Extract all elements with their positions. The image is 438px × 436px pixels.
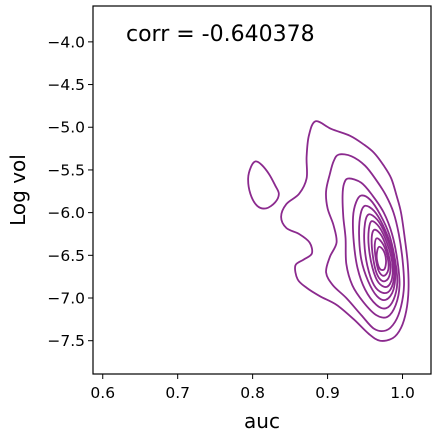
contour-line-level-10 bbox=[375, 245, 387, 271]
y-tick-label: −7.0 bbox=[47, 290, 85, 308]
y-axis-ticks: −4.0 −4.5 −5.0 −5.5 −6.0 −6.5 −7.0 −7.5 bbox=[47, 33, 93, 350]
contour-line-level-2 bbox=[325, 153, 405, 332]
x-axis-ticks: 0.6 0.7 0.8 0.9 1.0 bbox=[90, 374, 415, 402]
y-tick-label: −5.0 bbox=[47, 119, 85, 137]
y-tick-label: −4.0 bbox=[47, 33, 85, 51]
contour-lines bbox=[247, 120, 410, 342]
contour-line-level-7 bbox=[367, 220, 394, 288]
contour-line-level-9 bbox=[373, 237, 390, 277]
contour-line-level-4 bbox=[352, 194, 399, 310]
y-tick-label: −4.5 bbox=[47, 76, 85, 94]
x-tick-label: 0.8 bbox=[240, 384, 265, 402]
contour-line-level-1 bbox=[247, 160, 280, 210]
y-tick-label: −7.5 bbox=[47, 332, 85, 350]
y-tick-label: −5.5 bbox=[47, 161, 85, 179]
correlation-annotation: corr = -0.640378 bbox=[126, 22, 315, 47]
x-axis-label: auc bbox=[244, 409, 280, 433]
y-tick-label: −6.0 bbox=[47, 204, 85, 222]
contour-line-level-3 bbox=[341, 177, 401, 319]
y-axis-label: Log vol bbox=[6, 154, 30, 226]
y-tick-label: −6.5 bbox=[47, 247, 85, 265]
x-tick-label: 1.0 bbox=[390, 384, 415, 402]
x-tick-label: 0.9 bbox=[315, 384, 340, 402]
contour-line-level-6 bbox=[363, 213, 396, 294]
contour-line-level-1 bbox=[280, 120, 410, 342]
plot-area bbox=[92, 5, 432, 375]
contour-line-level-5 bbox=[358, 204, 397, 302]
contour-line-level-8 bbox=[370, 228, 392, 283]
x-tick-label: 0.6 bbox=[90, 384, 115, 402]
x-tick-label: 0.7 bbox=[165, 384, 190, 402]
